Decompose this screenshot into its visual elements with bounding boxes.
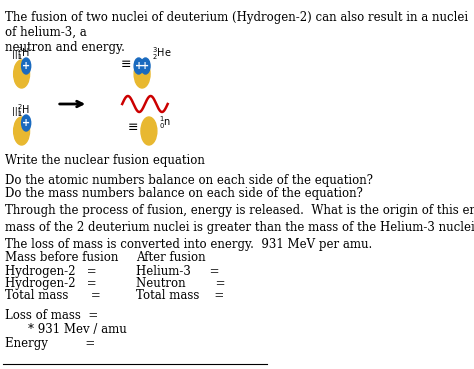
Text: Do the mass numbers balance on each side of the equation?: Do the mass numbers balance on each side… xyxy=(5,187,363,200)
Text: $^{2}_{1}$H: $^{2}_{1}$H xyxy=(17,103,30,120)
Circle shape xyxy=(22,115,31,131)
Text: $^{2}_{1}$H: $^{2}_{1}$H xyxy=(17,46,30,62)
Text: $^{3}_{2}$He: $^{3}_{2}$He xyxy=(152,46,172,62)
Text: Write the nuclear fusion equation: Write the nuclear fusion equation xyxy=(5,154,204,167)
Text: Neutron        =: Neutron = xyxy=(137,277,226,290)
Text: Total mass    =: Total mass = xyxy=(137,289,225,302)
Text: +: + xyxy=(141,61,150,71)
Text: Through the process of fusion, energy is released.  What is the origin of this e: Through the process of fusion, energy is… xyxy=(5,204,474,251)
Text: $^{1}_{0}$n: $^{1}_{0}$n xyxy=(159,115,171,131)
Text: ≡: ≡ xyxy=(128,121,138,134)
Circle shape xyxy=(134,58,143,74)
Text: Hydrogen-2   =: Hydrogen-2 = xyxy=(5,277,96,290)
Text: Do the atomic numbers balance on each side of the equation?: Do the atomic numbers balance on each si… xyxy=(5,174,373,187)
Circle shape xyxy=(22,58,31,74)
Circle shape xyxy=(14,60,29,88)
Text: +: + xyxy=(22,118,30,128)
Text: +: + xyxy=(135,61,143,71)
Text: Hydrogen-2   =: Hydrogen-2 = xyxy=(5,265,96,278)
Text: +: + xyxy=(22,61,30,71)
Text: Total mass      =: Total mass = xyxy=(5,289,100,302)
Text: |||: ||| xyxy=(12,107,20,115)
Circle shape xyxy=(141,117,157,145)
Circle shape xyxy=(134,60,150,88)
Text: Mass before fusion: Mass before fusion xyxy=(5,251,118,264)
Text: |||: ||| xyxy=(12,49,20,59)
Text: After fusion: After fusion xyxy=(137,251,206,264)
Text: ≡: ≡ xyxy=(121,58,131,70)
Circle shape xyxy=(141,58,150,74)
Text: The fusion of two nuclei of deuterium (Hydrogen-2) can also result in a nuclei o: The fusion of two nuclei of deuterium (H… xyxy=(5,11,468,54)
Circle shape xyxy=(14,117,29,145)
Text: Loss of mass  =: Loss of mass = xyxy=(5,309,98,322)
Text: Helium-3     =: Helium-3 = xyxy=(137,265,220,278)
Text: * 931 Mev / amu: * 931 Mev / amu xyxy=(28,323,127,336)
Text: Energy          =: Energy = xyxy=(5,337,95,350)
